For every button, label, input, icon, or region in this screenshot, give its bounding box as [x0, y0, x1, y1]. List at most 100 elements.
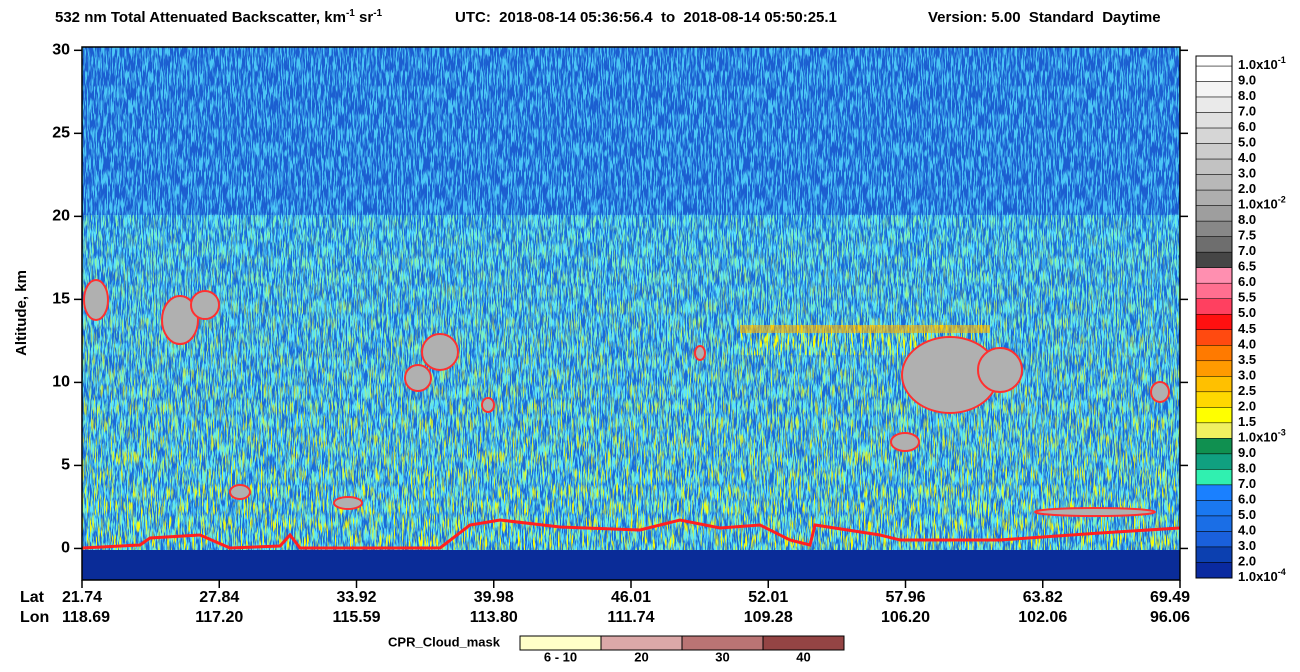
- colorbar-cell: [1195, 360, 1233, 377]
- y-tick-label: 0: [61, 540, 70, 557]
- colorbar-label-text: 6.5: [1238, 259, 1256, 274]
- colorbar-cell: [1195, 65, 1233, 82]
- lon-tick-label: 117.20: [195, 609, 243, 626]
- utc-range: UTC: 2018-08-14 05:36:56.4 to 2018-08-14…: [455, 9, 837, 26]
- colorbar-cell: [1195, 391, 1233, 408]
- cpr-label: CPR_Cloud_mask: [388, 634, 501, 649]
- colorbar-label-text: 1.0x10: [1238, 197, 1278, 212]
- colorbar-label-sup: -3: [1278, 428, 1286, 438]
- colorbar-label: 1.5: [1238, 414, 1256, 429]
- colorbar-label: 7.0: [1238, 244, 1256, 259]
- colorbar-label-text: 4.0: [1238, 151, 1256, 166]
- colorbar-label-text: 3.0: [1238, 166, 1256, 181]
- colorbar-label: 3.0: [1238, 538, 1256, 553]
- lon-tick-label: 109.28: [744, 609, 793, 626]
- colorbar-cell: [1195, 531, 1233, 548]
- title-sup: -1: [373, 8, 382, 19]
- colorbar-label-sup: -1: [1278, 55, 1286, 65]
- colorbar-label-text: 7.0: [1238, 104, 1256, 119]
- cpr-bin-label: 6 - 10: [544, 649, 577, 664]
- colorbar-label: 4.0: [1238, 151, 1256, 166]
- lat-tick-label: 69.49: [1150, 589, 1190, 606]
- colorbar-cell: [1195, 189, 1233, 206]
- colorbar-label-text: 1.0x10: [1238, 569, 1278, 584]
- colorbar-cell: [1195, 546, 1233, 563]
- colorbar-label-text: 6.0: [1238, 275, 1256, 290]
- colorbar-label: 9.0: [1238, 73, 1256, 88]
- colorbar-label: 7.0: [1238, 104, 1256, 119]
- colorbar-label-text: 6.0: [1238, 492, 1256, 507]
- colorbar-label-text: 8.0: [1238, 461, 1256, 476]
- lat-tick-label: 57.96: [885, 589, 925, 606]
- colorbar-label-text: 7.5: [1238, 228, 1256, 243]
- colorbar-label-text: 5.5: [1238, 290, 1256, 305]
- lat-tick-label: 27.84: [199, 589, 239, 606]
- colorbar-cell: [1195, 422, 1233, 439]
- colorbar-label-text: 3.5: [1238, 352, 1256, 367]
- colorbar-label: 5.5: [1238, 290, 1256, 305]
- colorbar-cap: [1195, 55, 1233, 67]
- version: Version: 5.00 Standard Daytime: [928, 9, 1161, 26]
- colorbar-label-text: 3.0: [1238, 538, 1256, 553]
- colorbar-label-text: 3.0: [1238, 368, 1256, 383]
- colorbar-cell: [1195, 500, 1233, 517]
- colorbar-label-sup: -4: [1278, 567, 1286, 577]
- chart-title: 532 nm Total Attenuated Backscatter, km-…: [55, 8, 383, 26]
- backscatter-curtain: [82, 47, 1180, 580]
- title-sup: -1: [346, 8, 355, 19]
- colorbar-label-text: 8.0: [1238, 88, 1256, 103]
- surface-return: [82, 518, 1180, 550]
- colorbar-cell: [1195, 205, 1233, 222]
- colorbar-label: 5.0: [1238, 306, 1256, 321]
- colorbar-cell: [1195, 143, 1233, 160]
- colorbar-label-text: 2.0: [1238, 554, 1256, 569]
- lat-tick-label: 46.01: [611, 589, 651, 606]
- lat-tick-label: 52.01: [748, 589, 788, 606]
- colorbar-label-text: 7.0: [1238, 244, 1256, 259]
- lat-tick-label: 21.74: [62, 589, 102, 606]
- colorbar-cell: [1195, 96, 1233, 113]
- lat-tick-label: 63.82: [1023, 589, 1063, 606]
- colorbar-label-text: 2.0: [1238, 182, 1256, 197]
- colorbar-label-sup: -2: [1278, 195, 1286, 205]
- colorbar-cell: [1195, 562, 1233, 579]
- cloud-cores: [83, 279, 1170, 517]
- colorbar-label-text: 5.0: [1238, 507, 1256, 522]
- colorbar-cell: [1195, 407, 1233, 424]
- cpr-cell: [600, 635, 683, 651]
- colorbar-label-text: 2.5: [1238, 383, 1256, 398]
- lon-tick-label: 96.06: [1150, 609, 1190, 626]
- y-tick-label: 20: [52, 208, 70, 225]
- colorbar-label: 1.0x10-3: [1238, 428, 1286, 445]
- colorbar-cell: [1195, 127, 1233, 144]
- lon-tick-label: 111.74: [607, 609, 654, 626]
- lon-label: Lon: [20, 609, 49, 626]
- title-text: 532 nm Total Attenuated Backscatter, km: [55, 9, 346, 26]
- cpr-cell: [519, 635, 602, 651]
- colorbar-label-text: 6.0: [1238, 119, 1256, 134]
- colorbar-label-text: 9.0: [1238, 445, 1256, 460]
- colorbar-cell: [1195, 453, 1233, 470]
- colorbar-label-text: 5.0: [1238, 135, 1256, 150]
- y-tick-label: 25: [52, 125, 70, 142]
- colorbar-label: 3.0: [1238, 368, 1256, 383]
- colorbar-label: 1.0x10-2: [1238, 195, 1286, 212]
- y-tick-label: 10: [52, 374, 70, 391]
- lat-label: Lat: [20, 589, 45, 606]
- colorbar-label-text: 4.0: [1238, 337, 1256, 352]
- y-tick-label: 15: [52, 291, 70, 308]
- lon-tick-label: 102.06: [1018, 609, 1067, 626]
- colorbar-cell: [1195, 267, 1233, 284]
- cpr-bin-label: 40: [796, 649, 810, 664]
- colorbar-label-text: 8.0: [1238, 213, 1256, 228]
- y-axis-label: Altitude, km: [13, 270, 30, 356]
- lat-tick-label: 33.92: [336, 589, 376, 606]
- colorbar-cell: [1195, 174, 1233, 191]
- y-tick-label: 30: [52, 42, 70, 59]
- colorbar-label: 2.0: [1238, 182, 1256, 197]
- cpr-cell: [681, 635, 764, 651]
- colorbar-label: 3.0: [1238, 166, 1256, 181]
- lon-tick-label: 118.69: [62, 609, 110, 626]
- colorbar-cell: [1195, 329, 1233, 346]
- lon-tick-label: 106.20: [881, 609, 930, 626]
